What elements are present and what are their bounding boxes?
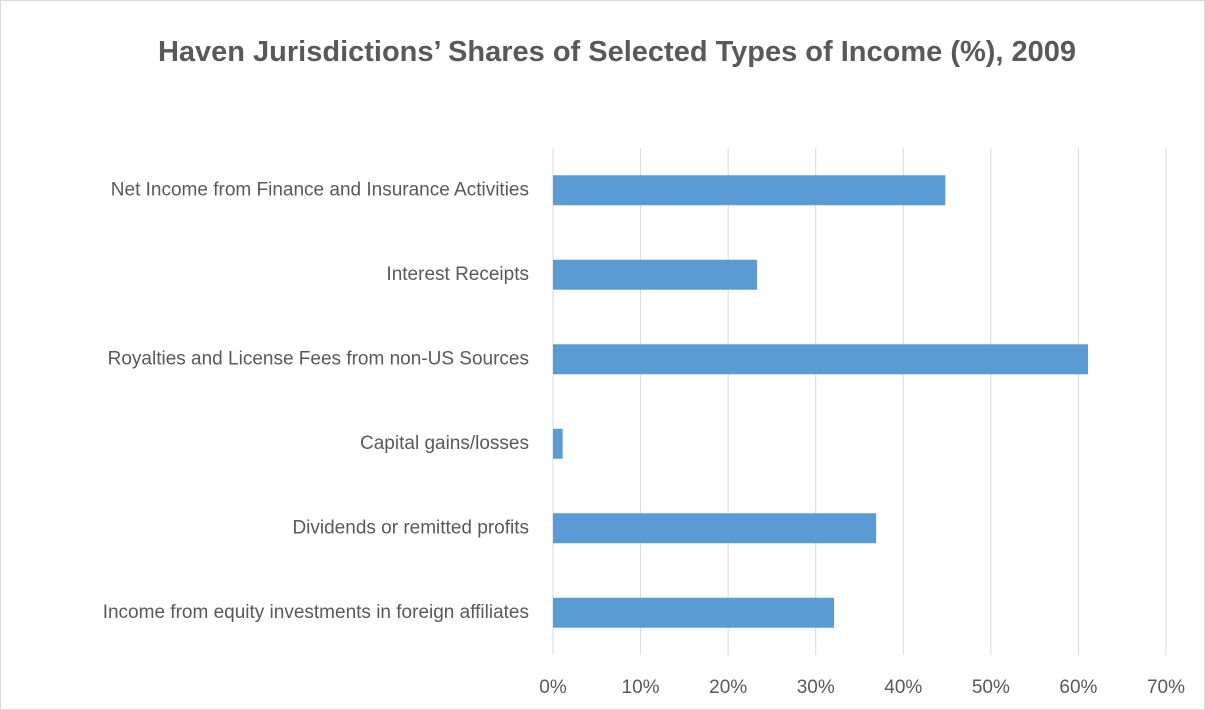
x-tick-label: 10% — [622, 677, 660, 698]
y-tick-label: Net Income from Finance and Insurance Ac… — [111, 179, 529, 200]
bar — [553, 344, 1089, 375]
x-tick-label: 40% — [884, 677, 922, 698]
y-tick-label: Royalties and License Fees from non-US S… — [108, 348, 529, 369]
x-tick-label: 60% — [1059, 677, 1097, 698]
bar — [553, 597, 835, 628]
y-tick-label: Income from equity investments in foreig… — [103, 602, 529, 623]
x-tick-label: 30% — [797, 677, 835, 698]
x-tick-label: 70% — [1147, 677, 1185, 698]
bar — [553, 428, 563, 459]
x-tick-label: 50% — [972, 677, 1010, 698]
bar — [553, 513, 877, 544]
bar — [553, 175, 946, 206]
x-tick-label: 0% — [539, 677, 567, 698]
bar — [553, 259, 758, 290]
y-tick-label: Capital gains/losses — [360, 433, 529, 454]
y-tick-label: Dividends or remitted profits — [292, 517, 529, 538]
y-tick-label: Interest Receipts — [386, 264, 529, 285]
chart-title: Haven Jurisdictions’ Shares of Selected … — [157, 36, 1077, 68]
x-tick-label: 20% — [709, 677, 747, 698]
